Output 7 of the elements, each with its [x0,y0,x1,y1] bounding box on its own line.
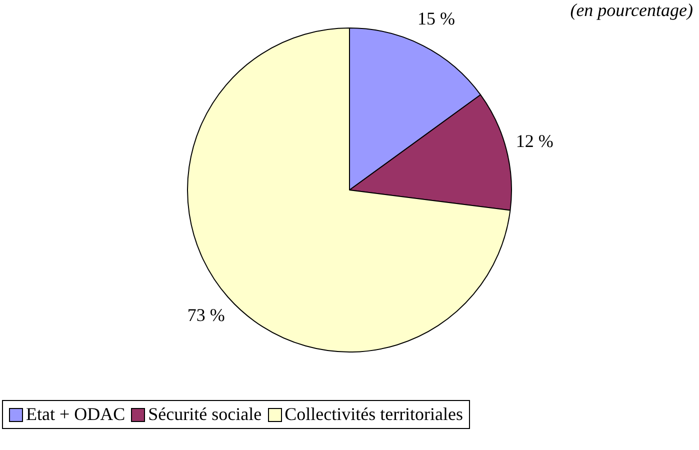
text: (en pourcentage) [570,0,693,21]
legend-label: Collectivités territoriales [284,404,464,425]
legend-label: Etat + ODAC [26,404,126,425]
data-label: 12 % [516,131,554,152]
legend-label: Sécurité sociale [148,404,262,425]
data-label: 15 % [418,8,456,28]
data-label: 73 % [187,305,225,326]
